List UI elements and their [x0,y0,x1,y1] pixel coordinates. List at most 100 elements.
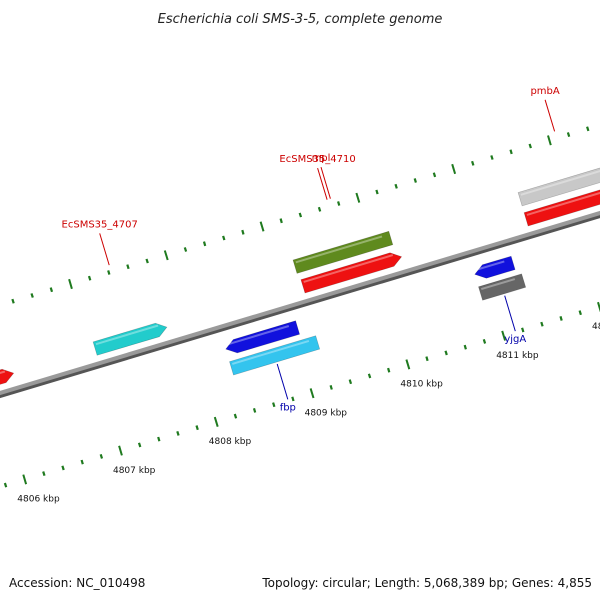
gene-label-ecsms35-4710: EcSMS35_4710 [279,154,355,165]
gene-arrow-ecsms35-4707 [92,322,168,356]
outer-tick-mark [547,135,552,146]
genes-layer [0,167,600,385]
outer-tick-mark [394,183,398,189]
gene-arrow-mpl [300,252,403,294]
accession-text: Accession: NC_010498 [9,576,145,590]
inner-tick-mark [387,367,391,373]
gene-highlight [520,170,600,196]
inner-tick-mark [578,310,582,316]
outer-tick-mark [163,250,169,261]
outer-tick-mark [107,270,111,275]
genome-summary-text: Topology: circular; Length: 5,068,389 bp… [261,576,592,590]
inner-tick-mark [137,442,142,448]
outer-tick-mark [298,212,303,218]
outer-tick-mark [471,160,475,166]
leader-line [276,363,289,400]
inner-tick-mark [540,321,544,327]
gene-highlight [526,191,600,216]
gene-highlight [226,325,290,346]
gene-label-pmba: pmbA [530,86,559,97]
outer-tick-mark [375,189,379,195]
inner-tick-mark [22,474,28,485]
inner-tick-mark [463,344,467,350]
gene-arrow-ecsms35-4708 [0,368,15,385]
outer-tick-mark [202,241,207,247]
inner-tick-mark [444,350,448,356]
gene-labels-layer: 4806 kbp 4807 kbp 4808 kbp 4809 kbp 4810 kbp… [17,86,600,505]
outer-tick-mark [490,155,494,160]
outer-tick-mark [566,132,571,138]
inner-tick-mark [521,327,525,333]
gene-label-fbp: fbp [280,402,296,413]
inner-tick-mark [482,338,487,344]
gene-highlight [295,235,383,264]
outer-tick-mark [451,163,457,175]
gene-label-mpl: mpl [312,153,331,164]
gene-label-yjga: yjgA [504,334,526,345]
figure-title: Escherichia coli SMS-3-5, complete genom… [158,12,443,27]
backbone-line [0,210,600,396]
outer-tick-mark [126,264,130,270]
tick-label-4812: 4812 kbp [592,322,600,332]
leader-line [320,166,331,199]
inner-tick-mark [195,425,199,431]
outer-tick-mark [49,287,54,293]
outer-tick-mark [509,149,513,155]
outer-tick-mark [432,172,437,178]
outer-tick-mark [259,221,265,232]
outer-tick-mark [528,143,532,149]
gene-highlight [303,254,394,283]
leader-line [99,233,110,266]
inner-tick-mark [348,379,353,385]
inner-tick-mark [252,407,257,413]
inner-tick-mark [99,453,104,459]
inner-tick-mark [559,316,563,321]
gene-highlight [475,260,505,271]
gene-arrow-pmba [517,167,600,207]
outer-tick-mark [355,192,361,203]
inner-tick-mark [597,301,600,312]
inner-tick-mark [272,402,276,408]
gene-arrow-fbp [229,335,321,376]
outer-tick-mark [11,298,15,304]
inner-tick-mark [176,430,180,436]
tick-label-4807: 4807 kbp [113,466,156,476]
inner-tick-mark [42,471,46,477]
tick-label-4809: 4809 kbp [305,408,348,418]
outer-tick-mark [241,229,245,235]
inner-tick-mark [61,465,65,471]
gene-arrow-ecsms35-4710 [292,230,394,274]
tick-label-4806: 4806 kbp [17,495,60,505]
outer-tick-mark [317,206,322,212]
gene-arrow-5 [225,320,300,354]
inner-tick-mark [213,416,219,427]
gene-highlight [232,339,310,365]
inner-tick-mark [309,388,315,399]
gene-highlight [95,324,159,346]
inner-tick-mark [367,373,372,379]
outer-tick-mark [68,278,73,290]
inner-tick-mark [80,459,84,465]
outer-tick-mark [222,235,226,241]
outer-tick-mark [279,218,283,224]
gene-arrow-yjga [478,273,527,301]
inner-tick-mark [118,445,123,456]
dna-backbone [0,210,600,399]
inner-tick-mark [425,356,429,362]
tick-label-4810: 4810 kbp [400,380,443,390]
leader-line [504,295,516,332]
gene-label-ecsms35-4707: EcSMS35_4707 [62,219,138,230]
outer-tick-mark [413,178,417,183]
leader-line [544,99,556,132]
leader-line [317,167,328,200]
outer-tick-mark [87,275,92,281]
inner-tick-mark [233,413,238,419]
outer-tick-mark [183,247,188,252]
inner-tick-mark [3,482,8,488]
outer-tick-mark [586,126,590,132]
outer-tick-mark [30,293,34,298]
outer-tick-mark [145,258,149,264]
